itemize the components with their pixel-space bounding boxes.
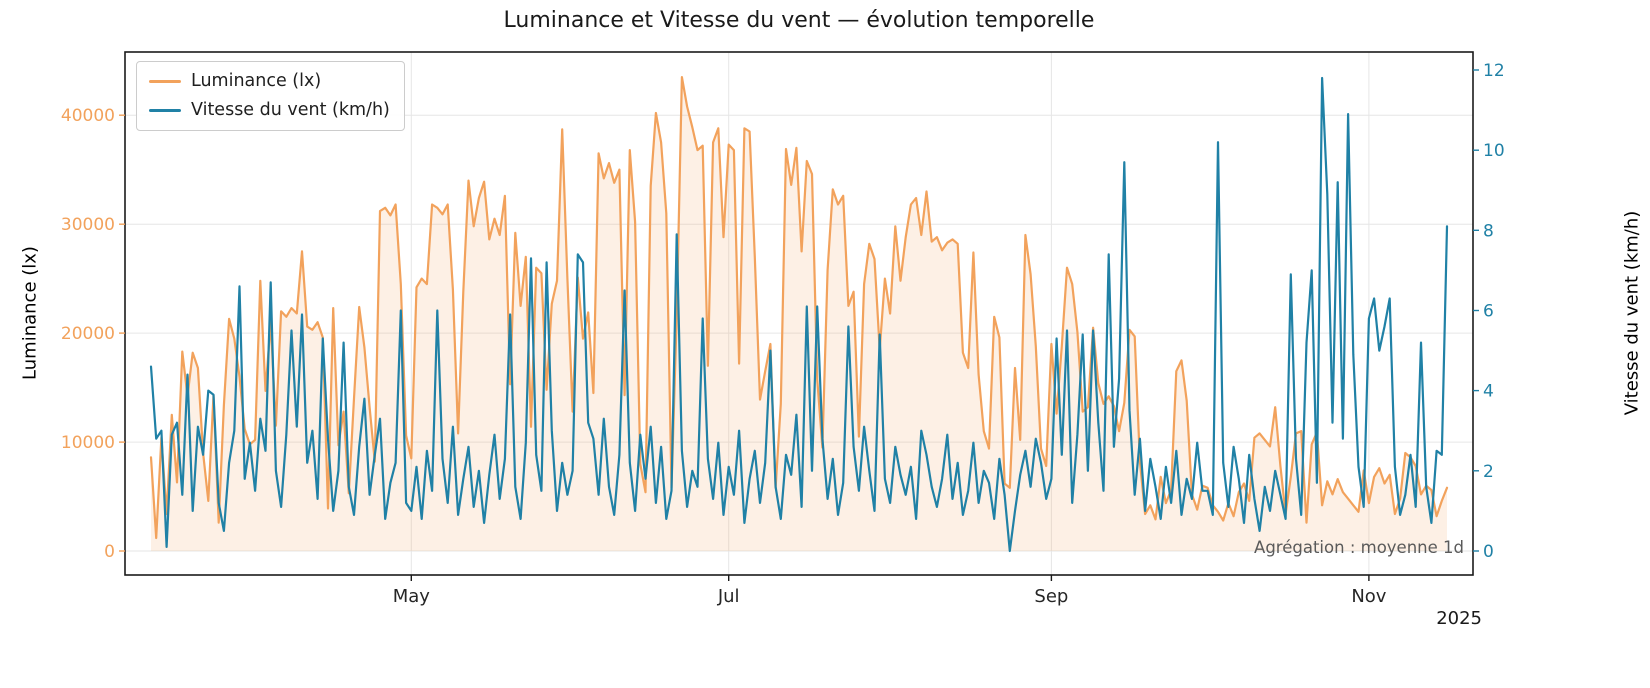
svg-text:2: 2 [1483, 462, 1494, 482]
svg-text:Nov: Nov [1351, 586, 1386, 607]
legend-item-wind-speed: Vitesse du vent (km/h) [149, 100, 390, 121]
svg-text:40000: 40000 [61, 106, 115, 126]
left-axis-label: Luminance (lx) [19, 246, 41, 380]
svg-text:8: 8 [1483, 221, 1494, 241]
svg-text:10: 10 [1483, 141, 1505, 161]
svg-text:10000: 10000 [61, 433, 115, 453]
x-axis-year-label: 2025 [1436, 608, 1482, 629]
svg-text:4: 4 [1483, 382, 1494, 402]
legend-label-luminance: Luminance (lx) [191, 71, 322, 91]
svg-text:Jul: Jul [717, 586, 740, 607]
legend-item-luminance: Luminance (lx) [149, 71, 390, 92]
svg-text:30000: 30000 [61, 215, 115, 235]
luminance-line-swatch [149, 79, 181, 84]
wind-speed-line-swatch [149, 108, 181, 113]
svg-text:0: 0 [1483, 542, 1494, 562]
svg-text:May: May [393, 586, 431, 607]
svg-text:20000: 20000 [61, 324, 115, 344]
svg-text:Sep: Sep [1034, 586, 1068, 607]
right-axis-label: Vitesse du vent (km/h) [1621, 210, 1643, 416]
legend: Luminance (lx) Vitesse du vent (km/h) [136, 61, 405, 131]
svg-text:12: 12 [1483, 61, 1505, 81]
legend-label-wind-speed: Vitesse du vent (km/h) [191, 100, 390, 120]
aggregation-annotation: Agrégation : moyenne 1d [1254, 538, 1464, 557]
svg-text:6: 6 [1483, 302, 1494, 322]
chart-title: Luminance et Vitesse du vent — évolution… [503, 8, 1095, 33]
svg-text:0: 0 [104, 542, 115, 562]
